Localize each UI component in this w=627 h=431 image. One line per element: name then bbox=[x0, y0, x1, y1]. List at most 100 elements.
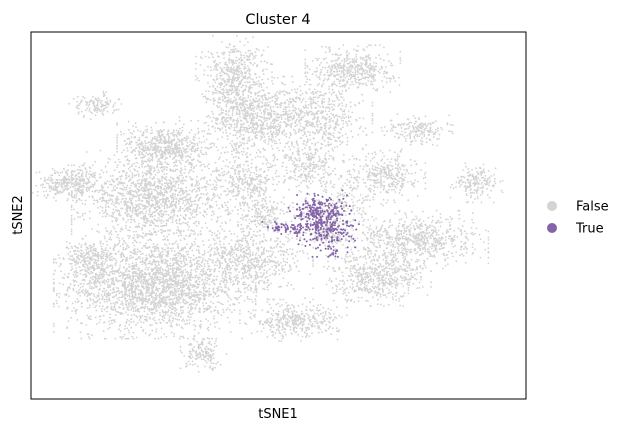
data-point bbox=[79, 216, 81, 219]
data-point bbox=[155, 203, 158, 205]
data-point bbox=[87, 247, 89, 250]
data-point bbox=[165, 291, 167, 293]
data-point bbox=[132, 281, 135, 284]
data-point bbox=[179, 180, 182, 183]
data-point bbox=[192, 233, 195, 236]
data-point bbox=[173, 274, 176, 276]
data-point bbox=[213, 232, 216, 235]
data-point bbox=[144, 221, 147, 224]
data-point bbox=[199, 297, 202, 299]
data-point bbox=[153, 214, 156, 217]
data-point bbox=[208, 283, 211, 286]
data-point bbox=[167, 288, 170, 291]
data-point bbox=[93, 280, 96, 283]
data-point bbox=[48, 187, 51, 190]
data-point bbox=[149, 147, 152, 150]
data-point bbox=[137, 288, 140, 291]
data-point bbox=[187, 256, 190, 258]
data-point bbox=[178, 159, 181, 162]
data-point bbox=[134, 185, 137, 188]
data-point bbox=[172, 247, 174, 250]
data-point bbox=[189, 302, 192, 305]
data-point bbox=[127, 213, 130, 216]
data-point bbox=[76, 106, 79, 109]
data-point bbox=[175, 240, 178, 243]
data-point bbox=[186, 253, 189, 256]
data-point bbox=[219, 215, 222, 218]
data-point bbox=[181, 180, 184, 183]
data-point bbox=[185, 234, 188, 237]
data-point bbox=[105, 266, 108, 269]
data-point bbox=[70, 230, 73, 233]
data-point bbox=[160, 251, 163, 254]
data-point bbox=[82, 171, 84, 174]
data-point bbox=[82, 289, 84, 292]
data-point bbox=[163, 205, 166, 208]
data-point bbox=[167, 314, 169, 316]
data-point bbox=[43, 180, 46, 182]
data-point bbox=[67, 164, 70, 167]
data-point bbox=[166, 322, 169, 324]
data-point bbox=[144, 281, 147, 284]
data-point bbox=[95, 309, 98, 312]
data-point bbox=[133, 252, 136, 255]
data-point bbox=[183, 281, 186, 283]
data-point bbox=[161, 297, 164, 300]
data-point bbox=[223, 267, 226, 270]
data-point bbox=[150, 296, 153, 298]
data-point bbox=[199, 211, 202, 214]
data-point bbox=[190, 153, 192, 156]
data-point bbox=[187, 337, 189, 340]
data-point bbox=[191, 244, 194, 247]
data-point bbox=[77, 291, 80, 293]
data-point bbox=[154, 188, 156, 191]
data-point bbox=[189, 261, 192, 264]
data-point bbox=[187, 294, 189, 297]
data-point bbox=[225, 204, 227, 207]
data-point bbox=[202, 193, 205, 196]
data-point bbox=[129, 305, 132, 307]
data-point bbox=[100, 307, 103, 310]
data-point bbox=[101, 295, 104, 298]
data-point bbox=[125, 214, 128, 217]
data-point bbox=[105, 227, 107, 230]
data-point bbox=[215, 278, 218, 281]
data-point bbox=[107, 199, 109, 202]
data-point bbox=[219, 225, 222, 228]
data-point bbox=[168, 199, 171, 202]
data-point bbox=[178, 144, 181, 147]
data-point bbox=[87, 105, 90, 107]
data-point bbox=[147, 307, 149, 310]
data-point bbox=[223, 243, 225, 246]
data-point bbox=[89, 287, 92, 290]
data-point bbox=[109, 313, 112, 316]
data-point bbox=[221, 205, 224, 208]
data-point bbox=[167, 229, 169, 232]
data-point bbox=[88, 336, 90, 338]
data-point bbox=[152, 222, 155, 225]
data-point bbox=[136, 258, 139, 260]
data-point bbox=[55, 294, 58, 297]
data-point bbox=[209, 300, 212, 303]
data-point bbox=[171, 271, 174, 274]
data-point bbox=[127, 201, 129, 204]
data-point bbox=[99, 277, 102, 280]
data-point bbox=[144, 292, 147, 295]
data-point bbox=[50, 179, 52, 182]
data-point bbox=[199, 232, 202, 235]
data-point bbox=[163, 187, 166, 190]
data-point bbox=[201, 259, 204, 262]
data-point bbox=[196, 296, 198, 298]
data-point bbox=[181, 159, 184, 162]
data-point bbox=[94, 249, 97, 252]
data-point bbox=[119, 193, 122, 196]
data-point bbox=[175, 262, 178, 265]
data-point bbox=[156, 163, 159, 166]
data-point bbox=[151, 152, 154, 155]
data-point bbox=[154, 181, 157, 183]
data-point bbox=[128, 288, 131, 291]
data-point bbox=[184, 218, 187, 220]
data-point bbox=[124, 325, 127, 327]
data-point bbox=[170, 209, 173, 212]
data-point bbox=[52, 189, 55, 191]
